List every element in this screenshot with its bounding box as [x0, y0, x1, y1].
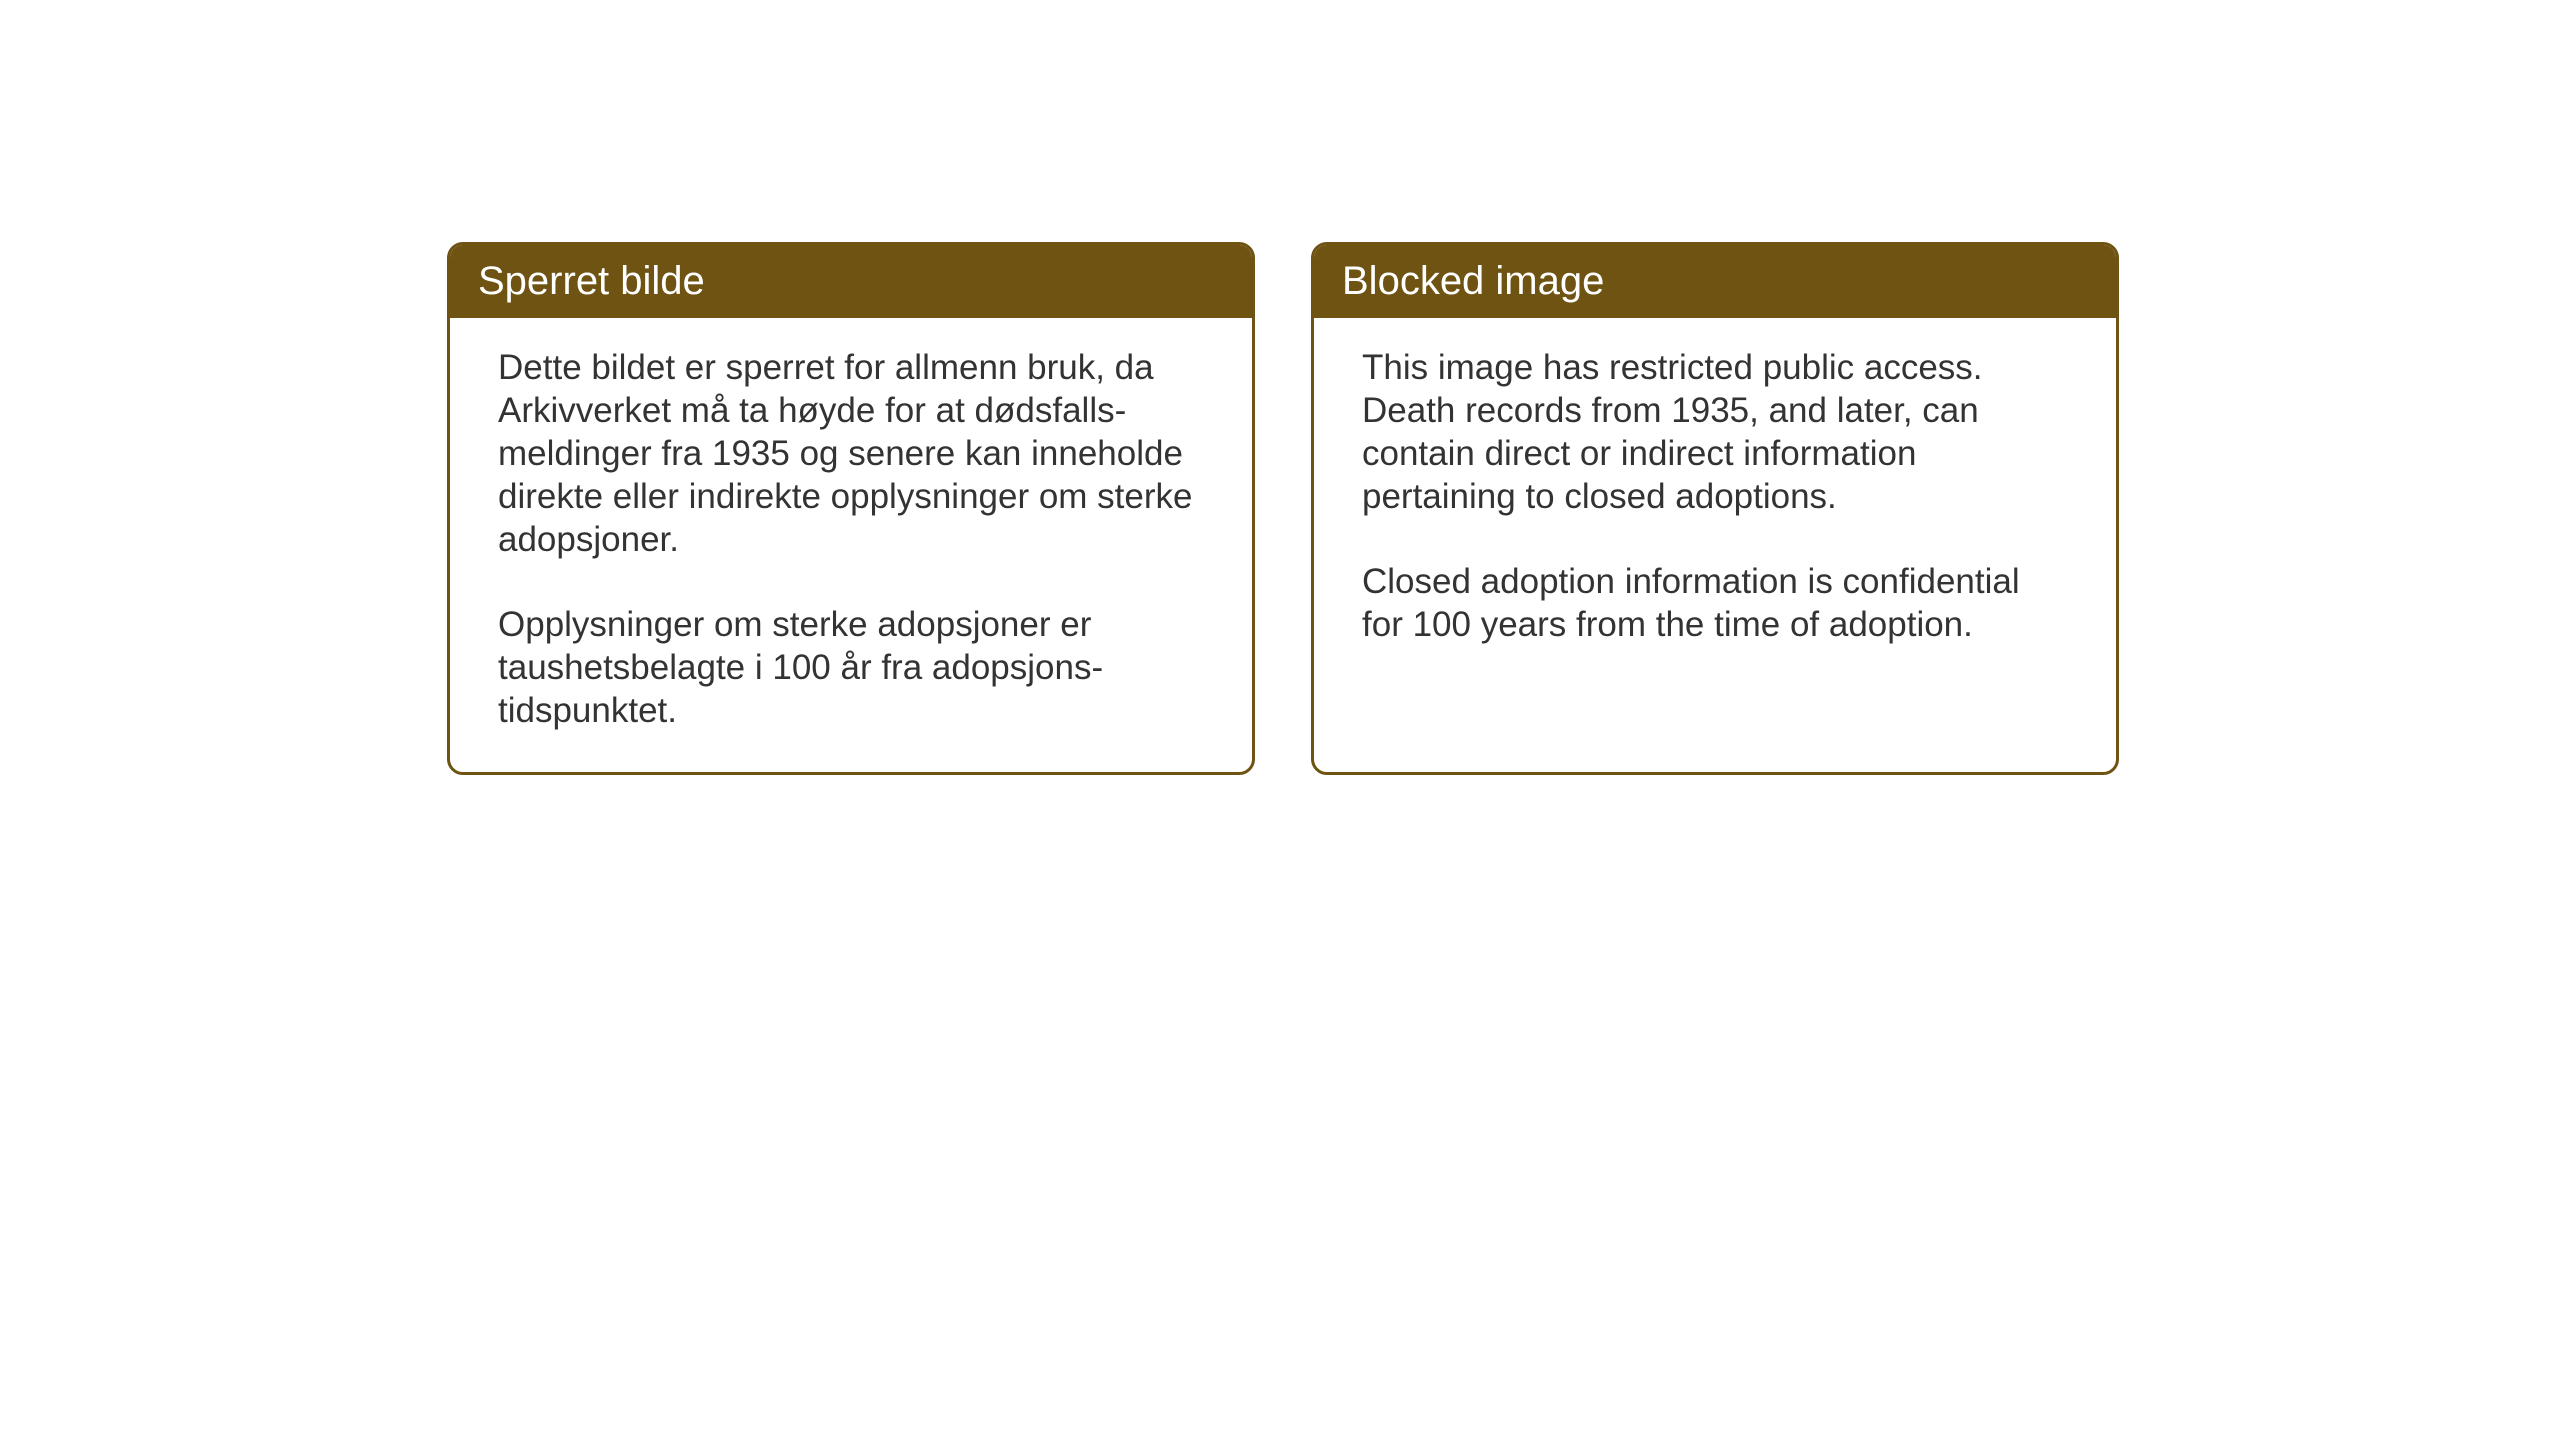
- card-body-english: This image has restricted public access.…: [1314, 318, 2116, 686]
- notice-card-english: Blocked image This image has restricted …: [1311, 242, 2119, 775]
- notice-container: Sperret bilde Dette bildet er sperret fo…: [447, 242, 2119, 775]
- card-title-english: Blocked image: [1342, 259, 1604, 303]
- card-paragraph-norwegian-2: Opplysninger om sterke adopsjoner er tau…: [498, 603, 1204, 732]
- card-paragraph-english-1: This image has restricted public access.…: [1362, 346, 2068, 518]
- card-title-norwegian: Sperret bilde: [478, 259, 705, 303]
- card-paragraph-english-2: Closed adoption information is confident…: [1362, 560, 2068, 646]
- card-paragraph-norwegian-1: Dette bildet er sperret for allmenn bruk…: [498, 346, 1204, 561]
- notice-card-norwegian: Sperret bilde Dette bildet er sperret fo…: [447, 242, 1255, 775]
- card-header-english: Blocked image: [1314, 245, 2116, 318]
- card-header-norwegian: Sperret bilde: [450, 245, 1252, 318]
- card-body-norwegian: Dette bildet er sperret for allmenn bruk…: [450, 318, 1252, 772]
